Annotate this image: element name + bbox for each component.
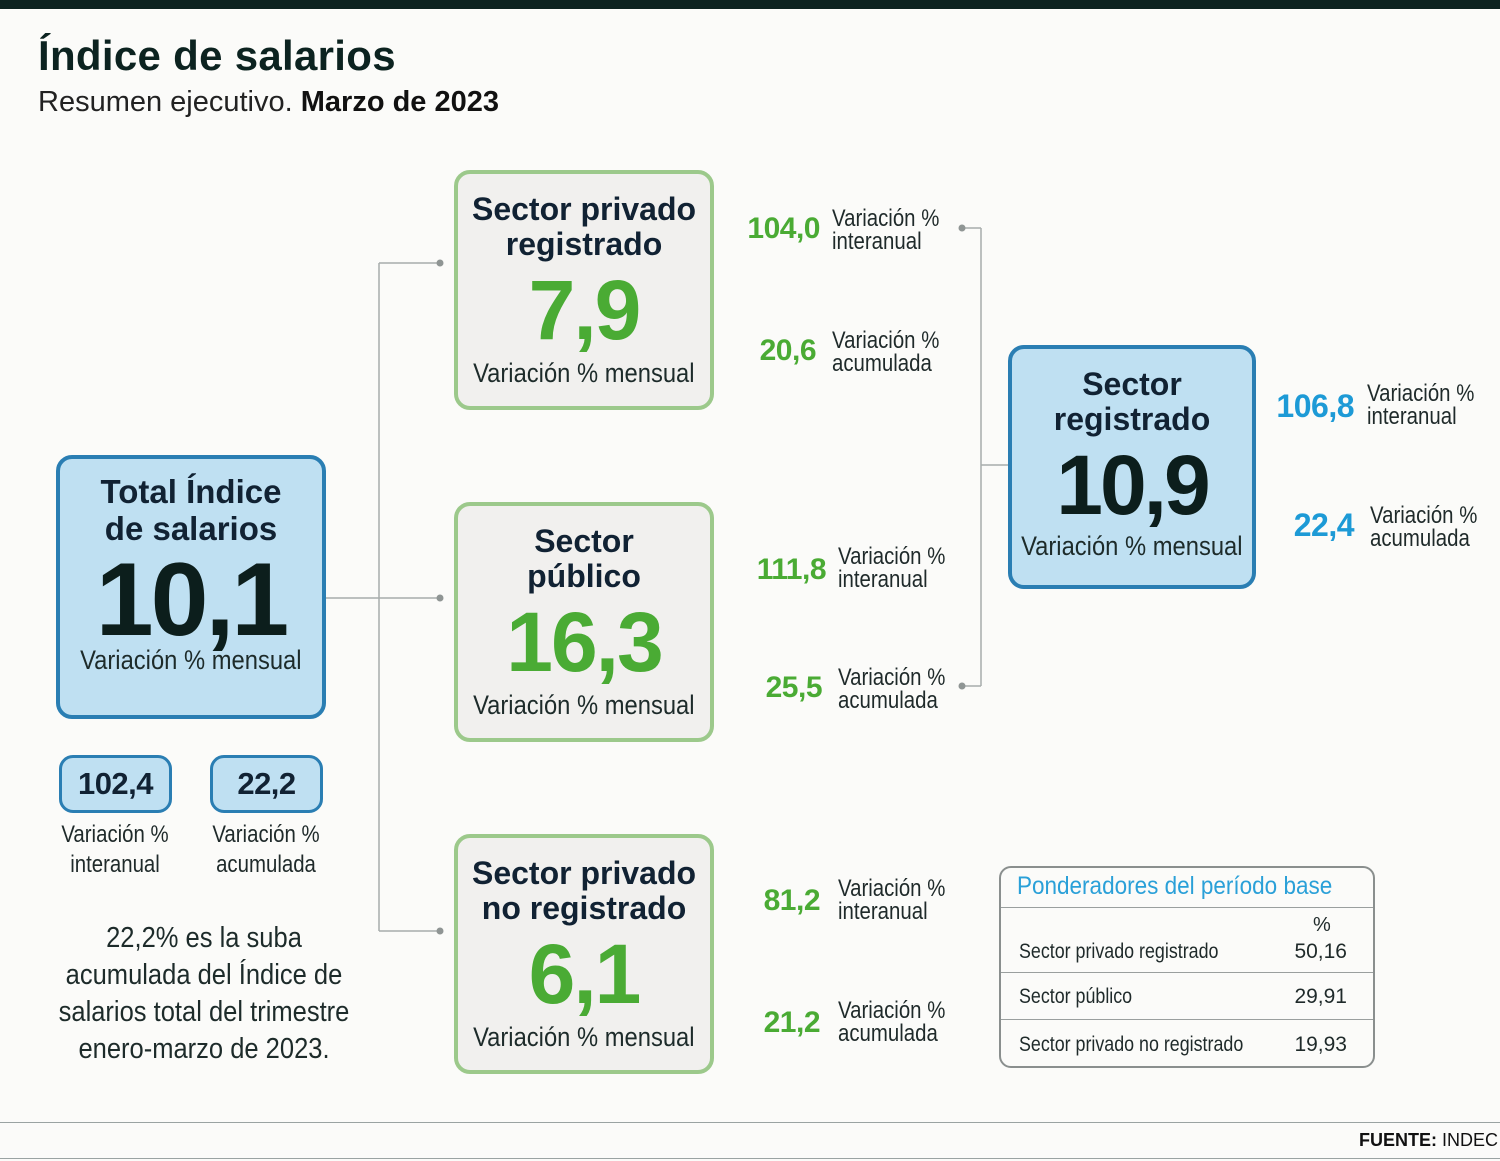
- label-acumulada: acumulada: [1370, 525, 1470, 552]
- label-variacion: Variación %: [838, 664, 946, 691]
- total-interanual-label-line1: Variación %: [61, 821, 169, 848]
- sector-monthly-value: 16,3: [506, 595, 663, 689]
- table-divider: [1001, 1019, 1373, 1020]
- source-label: FUENTE:: [1358, 1130, 1437, 1150]
- ponderadores-table: Ponderadores del período base % Sector p…: [999, 866, 1375, 1068]
- sector-title-line2: no registrado: [481, 890, 687, 926]
- sector-publico-card: Sector público 16,3 Variación % mensual: [454, 502, 714, 742]
- summary-note: 22,2% es la suba acumulada del Índice de…: [37, 920, 371, 1068]
- table-row-name: Sector privado registrado: [1019, 940, 1219, 963]
- table-row-value: 29,91: [1294, 985, 1347, 1008]
- summary-note-line: 22,2% es la suba: [106, 922, 302, 954]
- label-interanual: interanual: [838, 898, 928, 925]
- page-title: Índice de salarios: [38, 32, 396, 79]
- ponderadores-heading: Ponderadores del período base: [1017, 872, 1333, 900]
- connector-dot: [958, 682, 966, 690]
- sector-privado-registrado-card: Sector privado registrado 7,9 Variación …: [454, 170, 714, 410]
- sector-monthly-value: 6,1: [528, 927, 642, 1021]
- registrado-title-line1: Sector: [1082, 366, 1182, 402]
- footer-divider: [0, 1122, 1500, 1123]
- total-monthly-label: Variación % mensual: [80, 645, 302, 675]
- table-row-name: Sector público: [1019, 985, 1133, 1008]
- total-title-line1: Total Índice: [100, 473, 282, 510]
- publico-interanual-label: Variación % interanual: [838, 543, 946, 593]
- no-registrado-interanual-value: 81,2: [763, 884, 821, 917]
- total-acumulada-label-line1: Variación %: [212, 821, 320, 848]
- label-acumulada: acumulada: [832, 350, 932, 377]
- total-acumulada-label: Variación % acumulada: [202, 820, 330, 880]
- sector-title-line1: Sector privado: [471, 855, 697, 891]
- sector-title-line1: Sector privado: [471, 191, 697, 227]
- subtitle-prefix: Resumen ejecutivo.: [38, 86, 293, 118]
- sector-registrado-card: Sector registrado 10,9 Variación % mensu…: [1008, 345, 1256, 589]
- summary-note-line: salarios total del trimestre: [58, 996, 350, 1028]
- label-acumulada: acumulada: [838, 1020, 938, 1047]
- table-row-name: Sector privado no registrado: [1019, 1033, 1244, 1056]
- no-registrado-acumulada-value: 21,2: [763, 1006, 821, 1039]
- sector-monthly-value: 7,9: [528, 263, 642, 357]
- connector-dot: [958, 224, 966, 232]
- label-variacion: Variación %: [1367, 380, 1475, 407]
- registrado-interanual-label: Variación % interanual: [1367, 380, 1475, 430]
- publico-acumulada-label: Variación % acumulada: [838, 664, 946, 714]
- sector-monthly-label: Variación % mensual: [473, 1022, 695, 1052]
- connector-dot: [436, 259, 444, 267]
- registrado-monthly-label: Variación % mensual: [1021, 531, 1243, 561]
- label-variacion: Variación %: [838, 543, 946, 570]
- connector-dot: [436, 927, 444, 935]
- total-acumulada-label-line2: acumulada: [216, 851, 316, 878]
- no-registrado-interanual-label: Variación % interanual: [838, 875, 946, 925]
- connector-dot: [436, 594, 444, 602]
- sector-monthly-label: Variación % mensual: [473, 690, 695, 720]
- publico-acumulada-value: 25,5: [765, 671, 823, 704]
- subtitle-date: Marzo de 2023: [300, 86, 500, 118]
- label-interanual: interanual: [832, 228, 922, 255]
- privado-interanual-label: Variación % interanual: [832, 205, 940, 255]
- label-variacion: Variación %: [1370, 502, 1478, 529]
- label-variacion: Variación %: [832, 205, 940, 232]
- registrado-monthly-value: 10,9: [1056, 438, 1210, 532]
- total-monthly-value: 10,1: [95, 542, 289, 658]
- registrado-interanual-value: 106,8: [1276, 388, 1354, 424]
- total-title-line2: de salarios: [104, 510, 278, 547]
- table-divider: [1001, 907, 1373, 908]
- total-interanual-pill: 102,4: [59, 755, 172, 813]
- source-value: INDEC: [1441, 1130, 1498, 1150]
- sector-title-line2: registrado: [505, 226, 663, 262]
- label-variacion: Variación %: [832, 327, 940, 354]
- label-interanual: interanual: [838, 566, 928, 593]
- ponderadores-unit: %: [1313, 914, 1331, 936]
- top-bar: [0, 0, 1500, 9]
- footer-divider-bottom: [0, 1158, 1500, 1159]
- table-row-value: 50,16: [1294, 940, 1347, 963]
- registrado-title-line2: registrado: [1053, 401, 1211, 437]
- label-acumulada: acumulada: [838, 687, 938, 714]
- sector-no-registrado-card: Sector privado no registrado 6,1 Variaci…: [454, 834, 714, 1074]
- sector-monthly-label: Variación % mensual: [473, 358, 695, 388]
- no-registrado-acumulada-label: Variación % acumulada: [838, 997, 946, 1047]
- total-index-card: Total Índice de salarios 10,1 Variación …: [56, 455, 326, 719]
- label-interanual: interanual: [1367, 403, 1457, 430]
- table-row-value: 19,93: [1294, 1033, 1347, 1056]
- total-interanual-label: Variación % interanual: [51, 820, 179, 880]
- privado-interanual-value: 104,0: [747, 212, 820, 245]
- privado-acumulada-label: Variación % acumulada: [832, 327, 940, 377]
- source-credit: FUENTE: INDEC: [1359, 1130, 1498, 1151]
- sector-title-line1: Sector: [534, 523, 634, 559]
- registrado-acumulada-label: Variación % acumulada: [1370, 502, 1478, 552]
- registrado-acumulada-value: 22,4: [1293, 507, 1355, 543]
- total-interanual-label-line2: interanual: [70, 851, 160, 878]
- total-acumulada-pill: 22,2: [210, 755, 323, 813]
- publico-interanual-value: 111,8: [756, 553, 827, 586]
- summary-note-line: acumulada del Índice de: [65, 959, 343, 991]
- sector-title-line2: público: [527, 558, 641, 594]
- privado-acumulada-value: 20,6: [759, 334, 817, 367]
- summary-note-line: enero-marzo de 2023.: [78, 1033, 330, 1065]
- label-variacion: Variación %: [838, 875, 946, 902]
- page-subtitle: Resumen ejecutivo. Marzo de 2023: [38, 86, 499, 119]
- table-divider: [1001, 972, 1373, 973]
- label-variacion: Variación %: [838, 997, 946, 1024]
